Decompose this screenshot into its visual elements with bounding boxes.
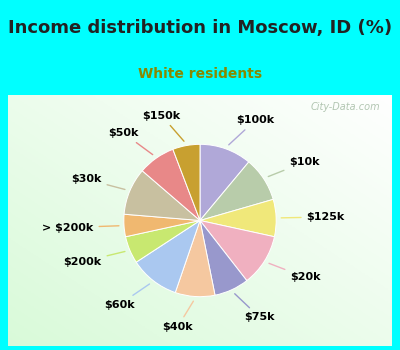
Text: $150k: $150k <box>142 111 184 141</box>
Text: Income distribution in Moscow, ID (%): Income distribution in Moscow, ID (%) <box>8 19 392 37</box>
Wedge shape <box>200 220 247 295</box>
Text: $40k: $40k <box>162 301 193 332</box>
Wedge shape <box>142 149 200 220</box>
Wedge shape <box>200 199 276 237</box>
Text: $200k: $200k <box>64 252 125 267</box>
Text: $125k: $125k <box>281 212 345 222</box>
Text: $30k: $30k <box>71 174 125 189</box>
Text: $10k: $10k <box>268 157 320 176</box>
Wedge shape <box>175 220 215 297</box>
Wedge shape <box>200 144 249 220</box>
Text: White residents: White residents <box>138 67 262 81</box>
Text: $50k: $50k <box>108 128 153 155</box>
Text: $20k: $20k <box>269 263 321 282</box>
Wedge shape <box>173 144 200 220</box>
Wedge shape <box>136 220 200 293</box>
Text: $75k: $75k <box>235 294 275 322</box>
Text: City-Data.com: City-Data.com <box>311 102 380 112</box>
Wedge shape <box>124 171 200 220</box>
Wedge shape <box>126 220 200 262</box>
Text: $60k: $60k <box>104 284 150 310</box>
Wedge shape <box>200 220 274 281</box>
Wedge shape <box>200 162 273 220</box>
Wedge shape <box>124 214 200 237</box>
Text: $100k: $100k <box>229 115 274 145</box>
Text: > $200k: > $200k <box>42 223 119 232</box>
